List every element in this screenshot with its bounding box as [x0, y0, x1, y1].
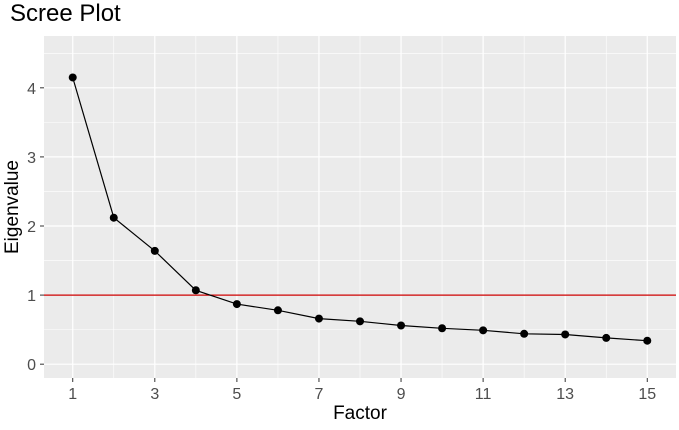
chart-title: Scree Plot	[10, 0, 121, 27]
x-tick-label: 13	[556, 386, 574, 403]
minor-gridlines	[44, 36, 676, 378]
y-axis-ticks: 0 1 2 3 4	[27, 81, 44, 374]
data-point	[191, 286, 200, 295]
data-point	[356, 317, 364, 326]
data-point	[314, 314, 323, 323]
x-tick-label: 9	[397, 386, 406, 403]
x-axis-title: Factor	[333, 403, 388, 424]
y-tick-label: 1	[27, 288, 36, 305]
data-point	[643, 336, 652, 345]
data-point	[109, 213, 118, 222]
data-point	[232, 300, 241, 309]
data-point	[561, 330, 570, 339]
y-tick-label: 2	[27, 219, 36, 236]
x-tick-label: 15	[638, 386, 656, 403]
data-point	[150, 246, 159, 255]
data-point	[68, 73, 77, 82]
data-point	[520, 329, 529, 338]
x-tick-label: 1	[68, 386, 77, 403]
y-tick-label: 4	[27, 81, 36, 98]
x-tick-label: 11	[475, 386, 492, 403]
x-tick-label: 5	[232, 386, 241, 403]
data-point	[273, 306, 282, 315]
data-point	[602, 333, 611, 342]
x-axis-ticks: 1 3 5 7 9 11 13 15	[68, 378, 656, 403]
y-tick-label: 3	[27, 150, 36, 167]
x-tick-label: 3	[150, 386, 159, 403]
series-group	[68, 73, 652, 345]
y-tick-label: 0	[27, 357, 36, 374]
data-point	[479, 326, 488, 335]
y-axis-title: Eigenvalue	[2, 160, 23, 254]
data-point	[438, 324, 447, 333]
data-point	[397, 321, 406, 330]
x-tick-label: 7	[315, 386, 324, 403]
